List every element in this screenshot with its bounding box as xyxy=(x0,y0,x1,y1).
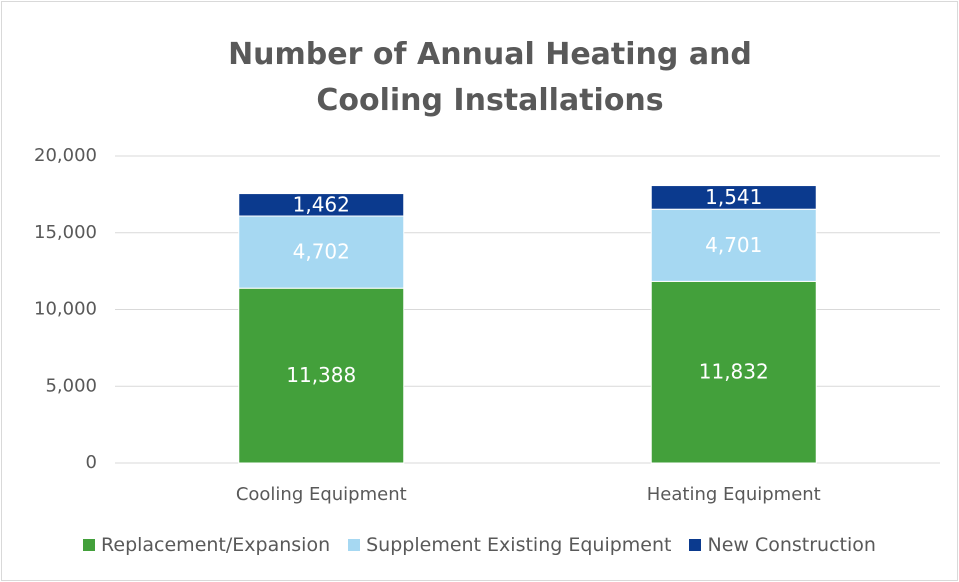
bar-segment xyxy=(238,215,405,289)
data-label: 11,832 xyxy=(699,360,769,384)
data-label: 4,701 xyxy=(705,233,762,257)
bar-segment xyxy=(650,185,817,210)
legend-label: Supplement Existing Equipment xyxy=(366,534,672,556)
y-tick-label: 20,000 xyxy=(34,145,97,166)
legend-item: Replacement/Expansion xyxy=(83,534,330,556)
chart-title: Number of Annual Heating and Cooling Ins… xyxy=(228,37,752,118)
legend-label: Replacement/Expansion xyxy=(101,534,331,556)
y-tick-label: 5,000 xyxy=(45,375,97,396)
legend-item: Supplement Existing Equipment xyxy=(348,534,671,556)
bar-segment xyxy=(238,287,405,464)
data-label: 1,462 xyxy=(293,192,350,216)
legend-swatch xyxy=(689,539,702,551)
legend-item: New Construction xyxy=(689,534,876,556)
data-label: 1,541 xyxy=(705,185,762,209)
x-tick-label: Heating Equipment xyxy=(647,484,821,505)
data-label: 11,388 xyxy=(286,363,356,387)
legend: Replacement/Expansion Supplement Existing… xyxy=(0,534,959,556)
y-tick-label: 0 xyxy=(86,452,97,473)
bar-segment xyxy=(650,280,817,464)
legend-swatch xyxy=(83,539,96,551)
data-label: 4,702 xyxy=(293,240,350,264)
bar-segment xyxy=(650,208,817,282)
x-tick-label: Cooling Equipment xyxy=(236,484,407,505)
legend-swatch xyxy=(348,539,361,551)
legend-label: New Construction xyxy=(707,534,876,556)
bar-segment xyxy=(238,193,405,217)
y-tick-label: 15,000 xyxy=(34,222,97,243)
y-tick-label: 10,000 xyxy=(34,299,97,320)
